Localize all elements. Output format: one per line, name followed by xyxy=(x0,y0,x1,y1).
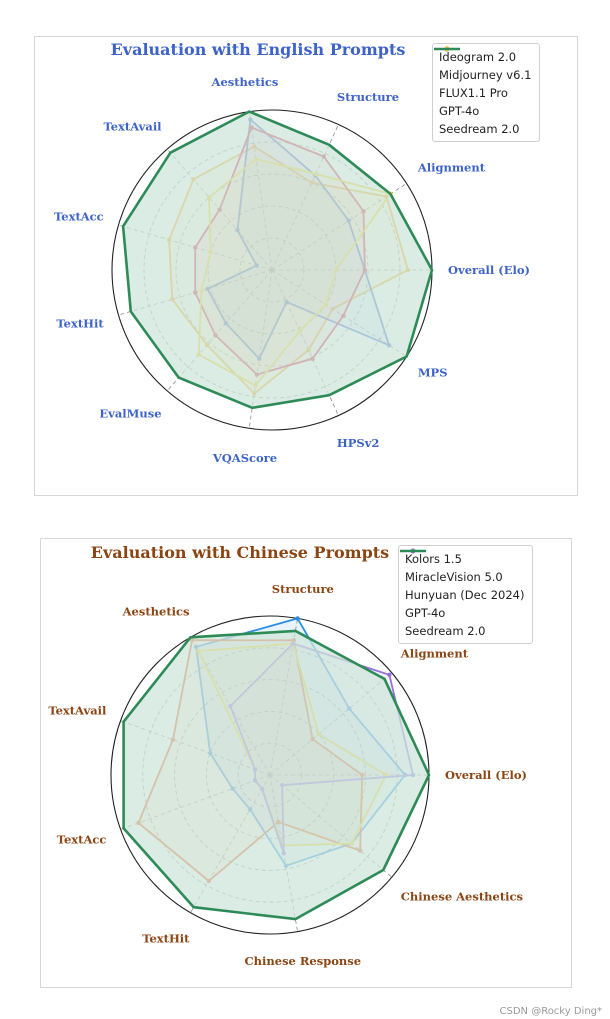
series-line xyxy=(122,629,431,921)
series-area xyxy=(123,630,429,920)
chinese-radar-svg: Evaluation with Chinese Prompts Overall (… xyxy=(48,543,527,968)
axis-label-textavail: TextAvail xyxy=(48,703,107,717)
axis-label-hpsv2: HPSv2 xyxy=(337,436,380,450)
legend-entry-gpt-4o: GPT-4o xyxy=(400,548,524,622)
english-radar-svg: Evaluation with English Prompts Overall (… xyxy=(54,40,530,465)
axis-label-structure: Structure xyxy=(337,90,399,104)
legend-label: FLUX1.1 Pro xyxy=(439,86,508,100)
axis-label-alignment: Alignment xyxy=(400,647,469,661)
axis-label-evalmuse: EvalMuse xyxy=(99,407,161,421)
legend-label: Seedream 2.0 xyxy=(439,122,520,136)
axis-label-vqascore: VQAScore xyxy=(212,451,277,465)
legend-label: GPT-4o xyxy=(405,606,446,620)
chinese-chart-legend: Kolors 1.5 MiracleVision 5.0 Hunyuan (Dec … xyxy=(398,545,534,644)
legend-label: Ideogram 2.0 xyxy=(439,50,517,64)
legend-entry-seedream-2-0: Seedream 2.0 xyxy=(434,47,531,138)
series-seedream-2-0 xyxy=(121,110,434,410)
legend-label: MiracleVision 5.0 xyxy=(405,570,503,584)
legend-entry-seedream-2-0: Seedream 2.0 xyxy=(400,549,524,640)
axis-label-chinese-aesthetics: Chinese Aesthetics xyxy=(401,889,523,903)
axis-label-overall-elo: Overall (Elo) xyxy=(448,263,530,277)
axis-label-aesthetics: Aesthetics xyxy=(211,75,279,89)
series-seedream-2-0 xyxy=(122,629,431,921)
legend-entry-hunyuan-dec-2024: Hunyuan (Dec 2024) xyxy=(400,548,525,604)
watermark-text: CSDN @Rocky Ding* xyxy=(499,1006,603,1017)
legend-entry-midjourney-v6-1: Midjourney v6.1 xyxy=(434,46,532,84)
legend-entry-gpt-4o: GPT-4o xyxy=(434,46,531,120)
chart-title: Evaluation with Chinese Prompts xyxy=(91,543,389,562)
legend-swatch xyxy=(400,549,426,553)
legend-swatch xyxy=(434,47,460,51)
axis-label-textacc: TextAcc xyxy=(57,833,107,847)
legend-label: Seedream 2.0 xyxy=(405,624,486,638)
data-point xyxy=(387,672,392,678)
legend-entry-flux1-1-pro: FLUX1.1 Pro xyxy=(434,46,531,102)
axis-label-textavail: TextAvail xyxy=(104,119,163,133)
axis-label-texthit: TextHit xyxy=(56,317,104,331)
legend-label: Kolors 1.5 xyxy=(405,552,462,566)
chart-title: Evaluation with English Prompts xyxy=(111,40,406,59)
axis-label-alignment: Alignment xyxy=(417,160,486,174)
legend-label: Midjourney v6.1 xyxy=(439,68,532,82)
legend-entry-miraclevision-5-0: MiracleVision 5.0 xyxy=(400,548,524,586)
series-area xyxy=(123,111,432,408)
chinese-prompts-chart: Evaluation with Chinese Prompts Overall (… xyxy=(40,538,572,988)
axis-label-chinese-response: Chinese Response xyxy=(245,954,362,968)
legend-label: GPT-4o xyxy=(439,104,480,118)
legend-label: Hunyuan (Dec 2024) xyxy=(405,588,525,602)
axis-label-overall-elo: Overall (Elo) xyxy=(445,768,527,782)
axis-label-texthit: TextHit xyxy=(142,932,190,946)
axis-label-mps: MPS xyxy=(418,366,448,380)
axis-label-textacc: TextAcc xyxy=(54,209,104,223)
series-line xyxy=(121,110,434,410)
english-chart-legend: Ideogram 2.0 Midjourney v6.1 FLUX1.1 Pro GP… xyxy=(432,43,541,142)
data-point xyxy=(295,616,300,621)
axis-label-structure: Structure xyxy=(272,582,334,596)
english-prompts-chart: Evaluation with English Prompts Overall (… xyxy=(34,36,578,496)
axis-label-aesthetics: Aesthetics xyxy=(122,604,190,618)
